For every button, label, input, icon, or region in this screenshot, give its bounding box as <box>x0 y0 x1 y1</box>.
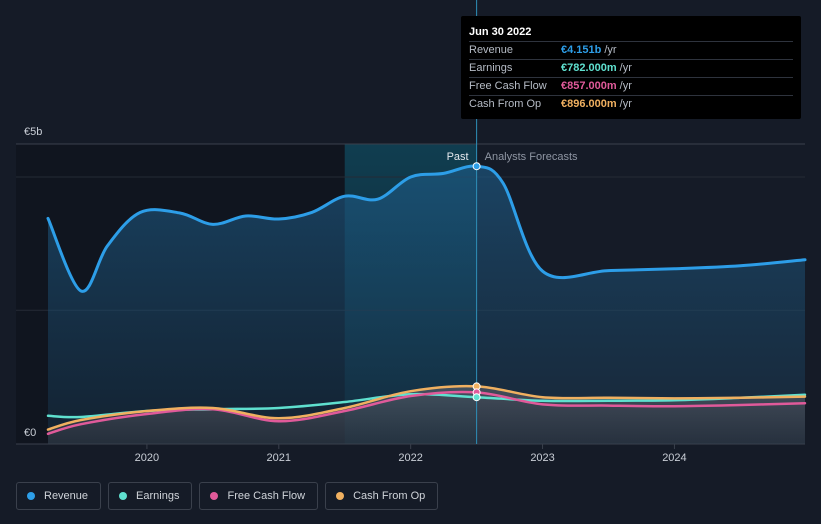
legend-item-free-cash-flow[interactable]: Free Cash Flow <box>199 482 319 510</box>
tooltip-label: Cash From Op <box>469 98 542 110</box>
series-line-cash-from-op <box>46 384 807 431</box>
legend-label: Revenue <box>44 490 89 502</box>
x-tick-label: 2023 <box>530 452 554 464</box>
tooltip-row-earnings: Earnings €782.000m /yr <box>469 60 793 78</box>
tooltip-date: Jun 30 2022 <box>469 25 793 42</box>
x-tick-label: 2021 <box>267 452 291 464</box>
x-tick-label: 2020 <box>135 452 159 464</box>
past-label: Past <box>447 151 469 163</box>
y-tick-label: €0 <box>24 427 36 439</box>
series-markers <box>472 162 481 402</box>
tooltip-row-cash-from-op: Cash From Op €896.000m /yr <box>469 96 793 113</box>
tooltip-label: Earnings <box>469 62 513 74</box>
revenue-area <box>48 165 805 444</box>
legend-item-earnings[interactable]: Earnings <box>108 482 193 510</box>
tooltip-row-revenue: Revenue €4.151b /yr <box>469 42 793 60</box>
legend-item-revenue[interactable]: Revenue <box>16 482 102 510</box>
x-tick-label: 2022 <box>398 452 422 464</box>
series-lines <box>46 164 807 436</box>
series-line-free-cash-flow <box>46 390 807 436</box>
tooltip-unit: /yr <box>619 62 632 74</box>
legend: Revenue Earnings Free Cash Flow Cash Fro… <box>16 482 439 510</box>
legend-item-cash-from-op[interactable]: Cash From Op <box>325 482 439 510</box>
legend-label: Cash From Op <box>353 490 426 502</box>
tooltip-label: Free Cash Flow <box>469 80 547 92</box>
earnings-dot-icon <box>119 492 128 500</box>
tooltip-unit: /yr <box>604 44 617 56</box>
tooltip-label: Revenue <box>469 44 514 56</box>
tooltip-value: €896.000m <box>561 98 617 110</box>
revenue-dot-icon <box>27 492 35 500</box>
tooltip-row-free-cash-flow: Free Cash Flow €857.000m /yr <box>469 78 793 96</box>
x-tick-label: 2024 <box>662 452 686 464</box>
tooltip-value: €4.151b <box>561 44 602 56</box>
x-axis: 2020 2021 2022 2023 2024 <box>135 444 687 464</box>
legend-label: Free Cash Flow <box>227 490 306 502</box>
series-line-revenue <box>46 164 807 293</box>
marker-revenue <box>472 162 481 171</box>
y-tick-label: €5b <box>24 126 42 138</box>
marker-earnings <box>472 393 481 402</box>
legend-label: Earnings <box>136 490 180 502</box>
tooltip-value: €782.000m <box>561 62 617 74</box>
tooltip-unit: /yr <box>619 80 632 92</box>
tooltip: Jun 30 2022 Revenue €4.151b /yr Earnings… <box>461 16 801 119</box>
free-cash-flow-dot-icon <box>210 492 219 500</box>
forecast-label: Analysts Forecasts <box>485 151 578 163</box>
tooltip-value: €857.000m <box>561 80 617 92</box>
cash-from-op-dot-icon <box>336 492 345 500</box>
tooltip-unit: /yr <box>619 98 632 110</box>
